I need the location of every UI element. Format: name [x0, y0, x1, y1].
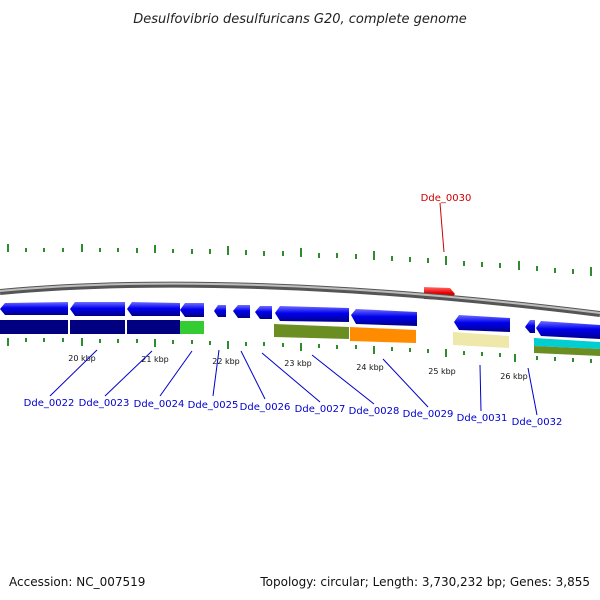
gene-dde-0027[interactable] — [275, 306, 349, 322]
gene-dde-0025[interactable] — [214, 305, 226, 317]
gene-dde-0024[interactable] — [127, 302, 180, 316]
topology-text: Topology: circular; Length: 3,730,232 bp… — [259, 575, 590, 589]
gene-dde-0026b[interactable] — [255, 306, 272, 319]
gene-dde-0032b[interactable] — [536, 321, 600, 339]
gene-label-dde-0030[interactable]: Dde_0030 — [421, 193, 472, 204]
gene-label-dde-0026[interactable]: Dde_0026 — [240, 402, 291, 413]
tick-row-top — [7, 244, 592, 276]
gene-dde-0022[interactable] — [0, 302, 68, 315]
gene-label-dde-0024[interactable]: Dde_0024 — [134, 399, 185, 410]
gene-dde-0026[interactable] — [233, 305, 250, 318]
accession-text: Accession: NC_007519 — [9, 575, 145, 589]
scale-label: 26 kbp — [500, 372, 528, 381]
gene-label-dde-0025[interactable]: Dde_0025 — [188, 400, 239, 411]
cog-bars — [0, 320, 600, 356]
gene-dde-0028[interactable] — [351, 309, 417, 326]
gene-label-dde-0022[interactable]: Dde_0022 — [24, 398, 75, 409]
map-title: Desulfovibrio desulfuricans G20, complet… — [133, 12, 467, 27]
gene-label-dde-0032[interactable]: Dde_0032 — [512, 417, 563, 428]
scale-label: 24 kbp — [356, 363, 384, 372]
gene-dde-0032[interactable] — [525, 320, 535, 333]
scale-label: 21 kbp — [141, 355, 169, 364]
genome-backbone — [0, 281, 600, 317]
reverse-genes — [0, 302, 600, 339]
gene-labels: Dde_0022 Dde_0023 Dde_0024 Dde_0025 Dde_… — [24, 193, 563, 428]
gene-dde-0023[interactable] — [70, 302, 125, 316]
gene-label-dde-0023[interactable]: Dde_0023 — [79, 398, 130, 409]
scale-label: 25 kbp — [428, 367, 456, 376]
gene-dde-0031[interactable] — [454, 315, 510, 332]
scale-labels: 20 kbp 21 kbp 22 kbp 23 kbp 24 kbp 25 kb… — [68, 354, 528, 381]
tick-row-bottom — [7, 338, 592, 363]
scale-label: 22 kbp — [212, 357, 240, 366]
gene-label-dde-0029[interactable]: Dde_0029 — [403, 409, 454, 420]
gene-label-dde-0027[interactable]: Dde_0027 — [295, 404, 346, 415]
gene-label-dde-0028[interactable]: Dde_0028 — [349, 406, 400, 417]
scale-label: 20 kbp — [68, 354, 96, 363]
gene-dde-0024b[interactable] — [180, 303, 204, 317]
scale-label: 23 kbp — [284, 359, 312, 368]
leader-lines — [49, 202, 538, 416]
gene-label-dde-0031[interactable]: Dde_0031 — [457, 413, 508, 424]
